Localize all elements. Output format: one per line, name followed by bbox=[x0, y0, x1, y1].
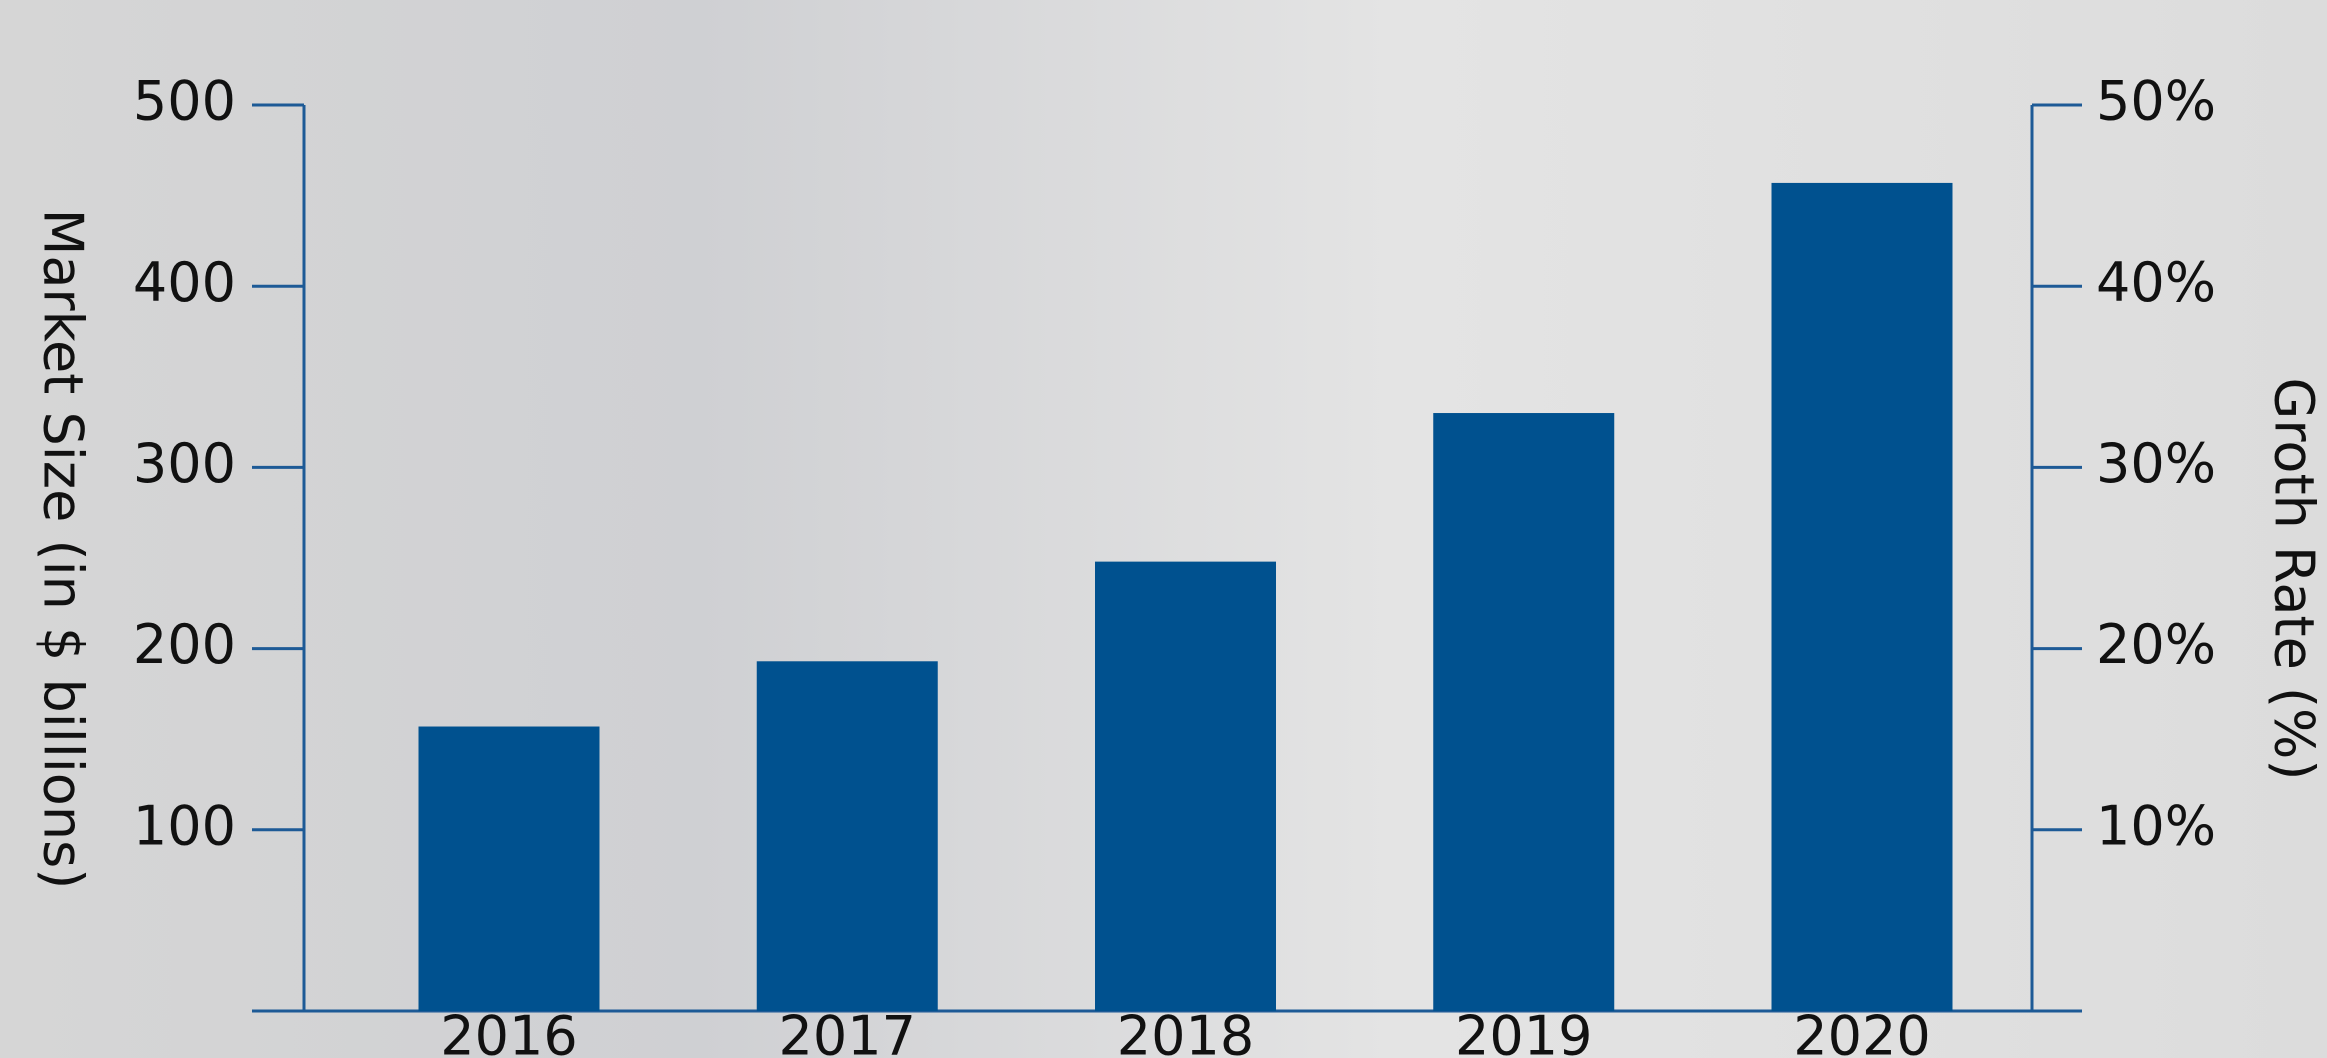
y-tick-label: 500 bbox=[133, 70, 236, 133]
y2-tick-label: 30% bbox=[2096, 432, 2216, 495]
bar bbox=[419, 727, 600, 1011]
chart: Market Size (in $ billions) Groth Rate (… bbox=[0, 0, 2327, 1058]
y-tick-label: 400 bbox=[133, 251, 236, 314]
y-axis-title: Market Size (in $ billions) bbox=[31, 209, 94, 890]
y-tick-label: 200 bbox=[133, 613, 236, 676]
y2-tick-label: 50% bbox=[2096, 70, 2216, 133]
y2-axis-title: Groth Rate (%) bbox=[2262, 378, 2325, 781]
bar bbox=[1772, 183, 1953, 1011]
y-tick-label: 300 bbox=[133, 432, 236, 495]
bar bbox=[1433, 413, 1614, 1011]
y-tick-label: 100 bbox=[133, 794, 236, 857]
bar bbox=[757, 661, 938, 1011]
x-tick-label: 2018 bbox=[1117, 1005, 1254, 1058]
x-tick-label: 2019 bbox=[1455, 1005, 1592, 1058]
y2-tick-label: 20% bbox=[2096, 613, 2216, 676]
y2-tick-label: 40% bbox=[2096, 251, 2216, 314]
x-tick-label: 2017 bbox=[779, 1005, 916, 1058]
page: Market Size (in $ billions) Groth Rate (… bbox=[0, 0, 2327, 1058]
x-tick-label: 2020 bbox=[1793, 1005, 1930, 1058]
bar bbox=[1095, 562, 1276, 1011]
y2-tick-label: 10% bbox=[2096, 794, 2216, 857]
x-tick-label: 2016 bbox=[440, 1005, 577, 1058]
